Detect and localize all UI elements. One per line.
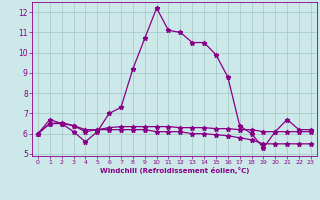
X-axis label: Windchill (Refroidissement éolien,°C): Windchill (Refroidissement éolien,°C) xyxy=(100,167,249,174)
